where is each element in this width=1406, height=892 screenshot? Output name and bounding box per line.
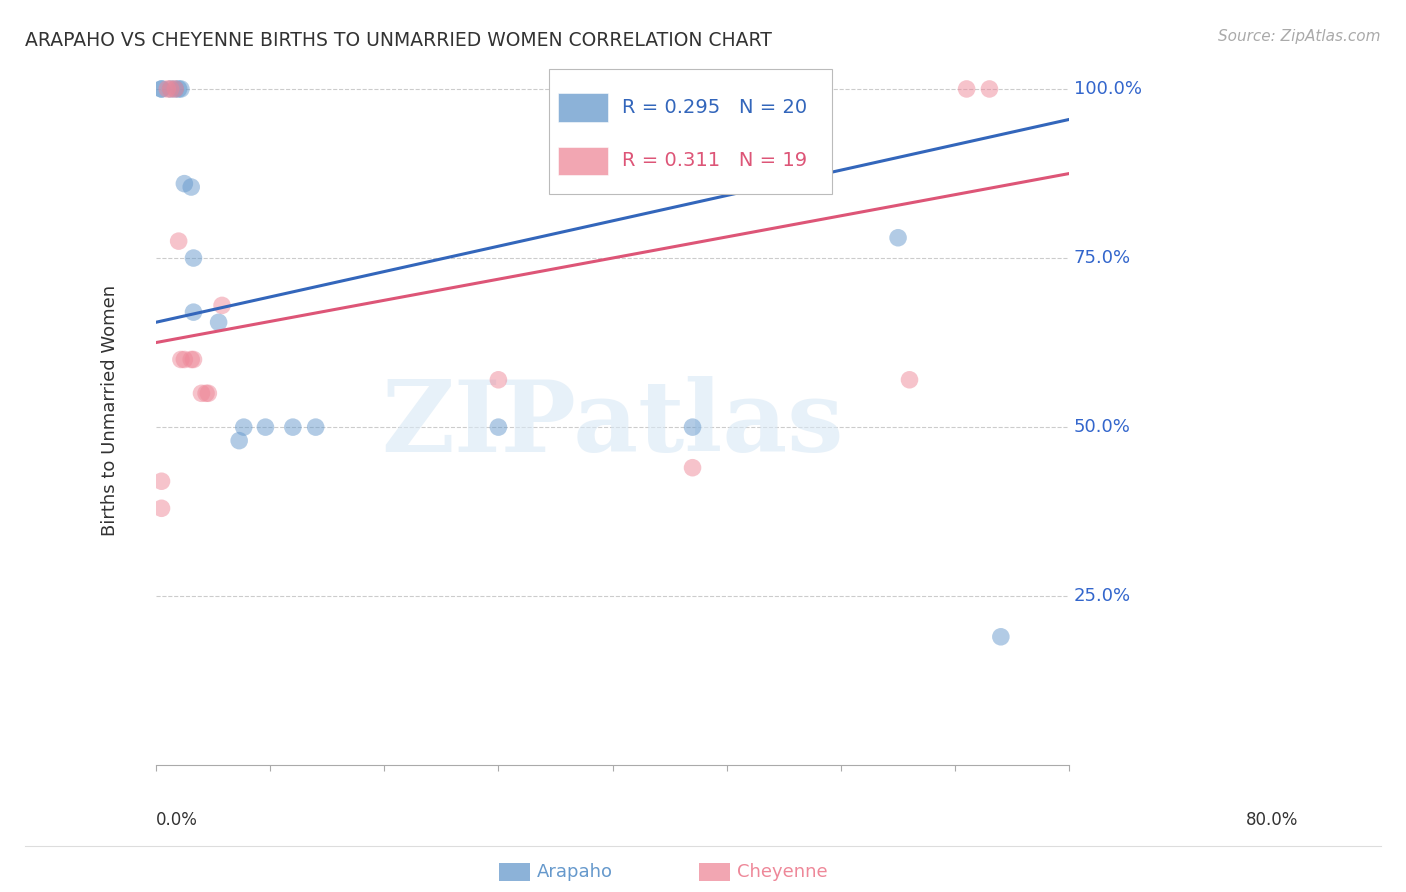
Point [165, 82, 187, 96]
Point [183, 352, 205, 367]
Point [173, 177, 195, 191]
Point [207, 315, 229, 329]
Point [486, 373, 509, 387]
Text: Source: ZipAtlas.com: Source: ZipAtlas.com [1218, 29, 1381, 44]
Point [211, 298, 233, 312]
FancyBboxPatch shape [558, 94, 607, 121]
Point [254, 420, 277, 434]
Point [955, 82, 977, 96]
Point [305, 420, 328, 434]
FancyBboxPatch shape [548, 70, 832, 194]
Point [180, 352, 202, 367]
Point [486, 420, 509, 434]
Point [159, 82, 181, 96]
Point [682, 460, 704, 475]
Point [165, 82, 187, 96]
Point [190, 386, 212, 401]
Text: R = 0.311   N = 19: R = 0.311 N = 19 [621, 152, 807, 170]
Point [183, 251, 205, 265]
Point [990, 630, 1012, 644]
Point [167, 82, 190, 96]
Point [195, 386, 218, 401]
Text: Births to Unmarried Women: Births to Unmarried Women [101, 285, 120, 536]
Point [197, 386, 219, 401]
Point [180, 180, 202, 194]
Text: R = 0.295   N = 20: R = 0.295 N = 20 [621, 98, 807, 117]
Point [159, 82, 181, 96]
Text: 0.0%: 0.0% [156, 812, 198, 830]
Point [150, 82, 173, 96]
Point [228, 434, 250, 448]
Point [173, 352, 195, 367]
Text: ZIPatlas: ZIPatlas [381, 376, 844, 473]
Point [167, 234, 190, 248]
Point [898, 373, 921, 387]
Point [887, 231, 910, 245]
Point [150, 82, 173, 96]
FancyBboxPatch shape [558, 146, 607, 175]
Text: ARAPAHO VS CHEYENNE BIRTHS TO UNMARRIED WOMEN CORRELATION CHART: ARAPAHO VS CHEYENNE BIRTHS TO UNMARRIED … [25, 31, 772, 50]
Point [281, 420, 304, 434]
Point [170, 82, 193, 96]
Point [183, 305, 205, 319]
Text: 80.0%: 80.0% [1246, 812, 1298, 830]
Text: Cheyenne: Cheyenne [737, 863, 827, 881]
Text: 50.0%: 50.0% [1074, 418, 1130, 436]
Point [150, 474, 173, 488]
Point [170, 352, 193, 367]
Text: 25.0%: 25.0% [1074, 587, 1130, 605]
Text: Arapaho: Arapaho [537, 863, 613, 881]
Point [150, 501, 173, 516]
Point [682, 420, 704, 434]
Text: 75.0%: 75.0% [1074, 249, 1130, 267]
Point [979, 82, 1001, 96]
Point [156, 82, 179, 96]
Point [232, 420, 254, 434]
Text: 100.0%: 100.0% [1074, 80, 1142, 98]
